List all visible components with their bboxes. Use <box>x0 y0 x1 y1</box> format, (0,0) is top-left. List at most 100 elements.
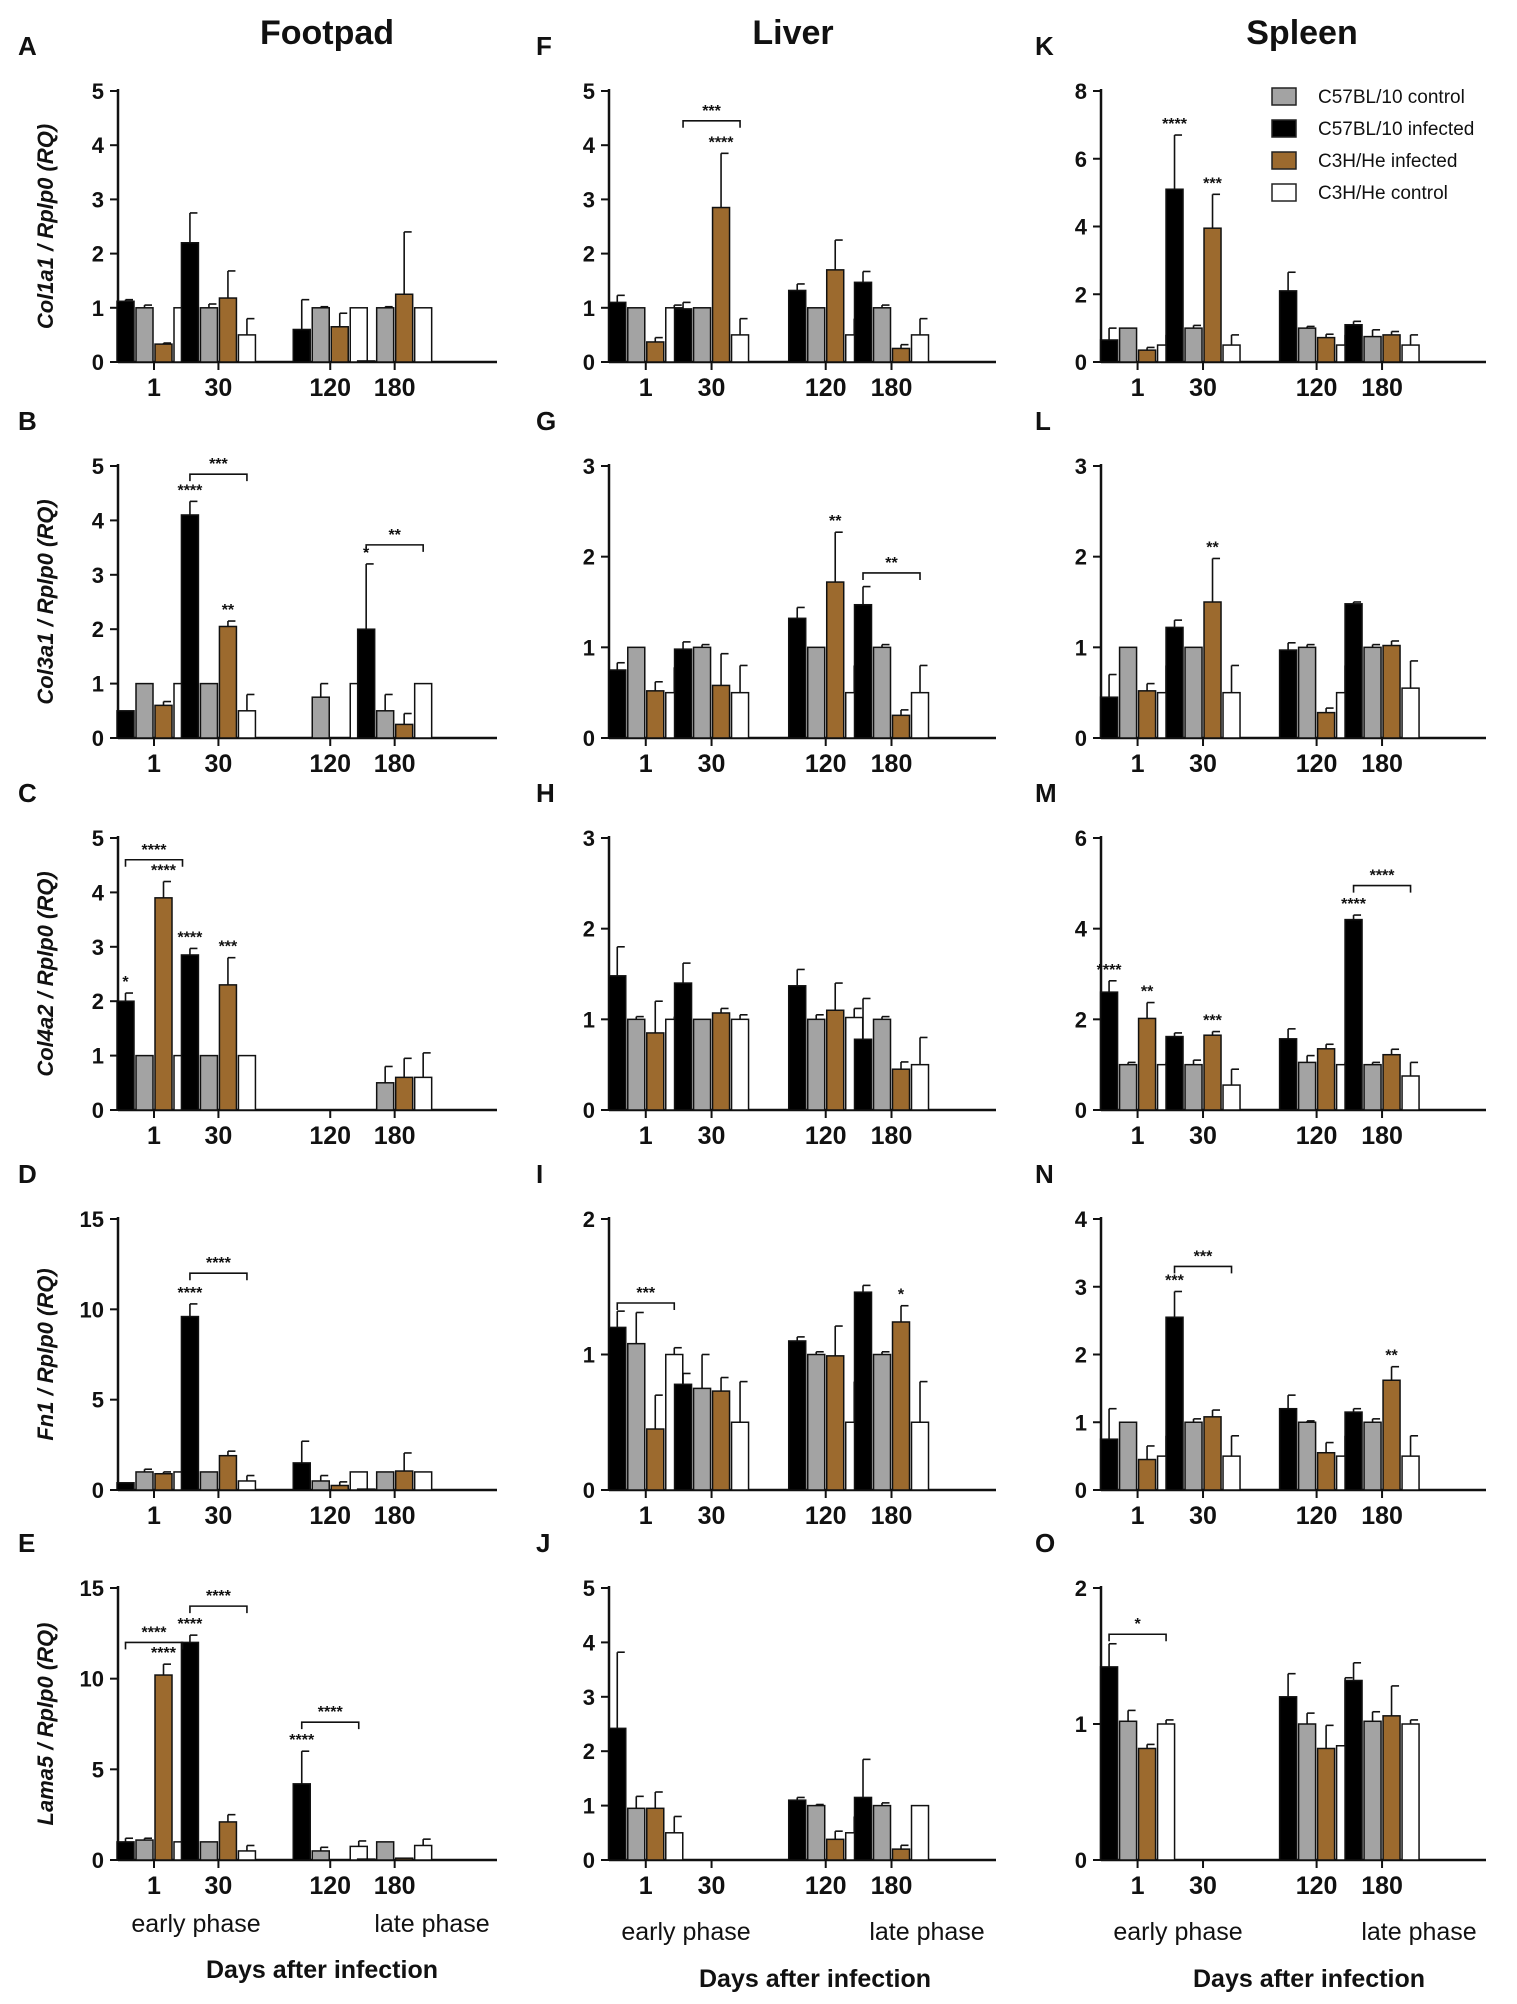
xaxis-title-spleen: Days after infection <box>1193 1965 1425 1993</box>
bar <box>394 293 414 363</box>
y-tick-label: 2 <box>92 617 104 642</box>
bar <box>356 1488 376 1491</box>
y-tick-label: 0 <box>583 350 595 375</box>
bar <box>665 1832 684 1861</box>
bar <box>673 308 693 363</box>
bar <box>1203 227 1222 363</box>
x-tick-label: 30 <box>1189 750 1217 778</box>
y-tick-label: 2 <box>583 242 595 267</box>
y-tick-label: 0 <box>92 350 104 375</box>
bar <box>692 646 712 739</box>
bar <box>394 723 414 739</box>
y-tick-label: 3 <box>1075 1275 1087 1300</box>
significance-label: **** <box>1097 962 1123 979</box>
bar <box>349 1845 368 1861</box>
bar <box>413 307 433 363</box>
bar <box>394 1857 414 1861</box>
bar <box>825 1355 845 1491</box>
phase-label-late-footpad: late phase <box>374 1910 489 1938</box>
x-tick-label: 120 <box>1296 374 1338 402</box>
legend-swatch-c57-infected <box>1271 119 1297 138</box>
panel-a: A Col1a1 / Rplp0 (RQ) 0 1 2 3 4 5 1 30 120 180 <box>18 31 497 402</box>
significance-label: ** <box>1385 1348 1398 1365</box>
bar <box>1137 1458 1157 1491</box>
significance-bracket <box>862 572 921 580</box>
significance-bracket <box>189 1605 248 1614</box>
significance-label: ** <box>222 602 235 619</box>
bar <box>1297 646 1317 739</box>
bar <box>1278 649 1298 739</box>
x-tick-label: 1 <box>1131 1122 1145 1150</box>
significance-label: *** <box>636 1285 655 1302</box>
significance-label: *** <box>1165 1272 1184 1289</box>
panel-letter: B <box>18 406 37 436</box>
y-tick-label: 0 <box>583 726 595 751</box>
bar <box>154 1674 173 1861</box>
x-tick-label: 120 <box>805 1872 847 1900</box>
bar <box>1165 188 1184 363</box>
x-tick-label: 180 <box>374 1122 416 1150</box>
bar <box>1118 327 1138 363</box>
significance-bracket <box>189 473 248 482</box>
x-tick-label: 1 <box>147 750 161 778</box>
legend-label-c57-control: C57BL/10 control <box>1318 87 1465 108</box>
significance-label: * <box>898 1287 905 1304</box>
x-tick-label: 1 <box>639 1872 653 1900</box>
y-tick-label: 4 <box>1075 917 1088 942</box>
significance-label: **** <box>1370 868 1396 885</box>
bar <box>825 581 845 739</box>
bar <box>872 646 892 739</box>
bar <box>1382 1379 1401 1491</box>
bar <box>608 1727 627 1861</box>
bar <box>1401 1723 1420 1861</box>
bar <box>730 334 750 363</box>
bar <box>1363 646 1382 739</box>
bar <box>787 1340 807 1491</box>
bar <box>218 984 238 1111</box>
significance-label: ** <box>829 513 842 530</box>
bar <box>1363 1720 1382 1861</box>
bar <box>375 307 395 363</box>
bar <box>1099 991 1119 1111</box>
bar <box>1344 1679 1363 1861</box>
x-tick-label: 30 <box>698 1122 726 1150</box>
x-tick-label: 30 <box>205 1872 233 1900</box>
significance-label: *** <box>1203 175 1222 192</box>
y-tick-label: 10 <box>80 1667 104 1692</box>
y-tick-label: 4 <box>92 133 105 158</box>
bar <box>825 1009 845 1111</box>
y-tick-label: 0 <box>1075 1848 1087 1873</box>
bar <box>692 1387 712 1491</box>
x-tick-label: 1 <box>639 374 653 402</box>
bar <box>413 1471 433 1491</box>
x-tick-label: 180 <box>871 1122 913 1150</box>
bar <box>180 242 200 363</box>
bar <box>711 684 731 739</box>
bar <box>135 682 154 739</box>
bar <box>853 603 873 739</box>
xaxis-title-liver: Days after infection <box>699 1965 931 1993</box>
x-tick-label: 1 <box>639 1122 653 1150</box>
bar <box>646 1807 665 1861</box>
y-tick-label: 4 <box>92 880 105 905</box>
bar <box>330 1484 349 1491</box>
bar <box>872 1804 892 1861</box>
y-axis-label: Col4a2 / Rplp0 (RQ) <box>33 871 58 1076</box>
bar <box>806 307 826 363</box>
significance-label: * <box>122 974 129 991</box>
bar <box>218 1454 238 1491</box>
bar <box>1184 327 1203 363</box>
bar <box>1344 1411 1363 1491</box>
x-tick-label: 120 <box>1296 1872 1338 1900</box>
bar <box>154 343 173 363</box>
y-tick-label: 3 <box>583 187 595 212</box>
bar <box>627 1342 646 1491</box>
bar <box>1184 1063 1203 1111</box>
bar <box>730 691 750 739</box>
y-tick-label: 3 <box>92 563 104 588</box>
bar <box>330 326 349 363</box>
y-tick-label: 6 <box>1075 826 1087 851</box>
bar <box>237 1054 257 1111</box>
